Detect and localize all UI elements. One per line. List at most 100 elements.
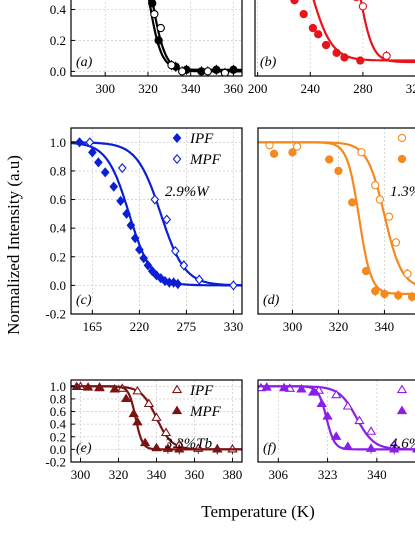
data-point [354,415,365,425]
data-point [269,149,279,158]
data-point [334,166,343,176]
data-point [109,181,119,192]
y-tick-label: 0.6 [50,192,67,207]
legend-marker [396,405,408,415]
y-tick-label: 0.2 [50,33,66,48]
panel-letter: (b) [260,55,277,70]
data-point [130,233,140,244]
data-point [403,269,412,279]
data-point [261,382,272,391]
data-point [316,398,327,408]
data-point [353,0,360,2]
y-tick-label: 0.2 [50,429,66,444]
x-tick-label: 300 [95,81,115,96]
data-point [331,389,342,399]
data-point [177,67,187,76]
data-point [194,274,204,285]
panel-a: 300 320 340 360 0.0 0.2 0.4 (a) [50,0,243,96]
y-tick-label: 1.0 [50,135,66,150]
data-point [82,382,94,391]
y-tick-label: 0.4 [50,2,67,17]
panel-c: 165 220 275 330 -0.2 0.0 0.2 0.4 0.6 0.8 1.0 (c) IPF… [45,127,243,334]
data-point [332,48,341,57]
data-point [308,23,318,33]
legend-marker [396,384,408,394]
data-point [394,291,403,300]
x-tick-label: 340 [181,81,201,96]
data-point [212,443,223,453]
data-point [94,382,105,392]
fit-curve-MPF [258,385,415,451]
data-point [371,181,380,190]
composition-label: 4.6%Tb [390,436,415,452]
x-tick-label: 380 [223,467,243,482]
data-point [278,382,290,392]
plot-frame [257,127,415,315]
data-point [126,220,136,231]
panel-letter: (f) [263,441,277,456]
x-tick-label: 360 [185,467,205,482]
data-point [229,280,238,291]
x-tick-label: 280 [353,81,373,96]
data-point [382,51,391,61]
fit-curve-0 [312,0,415,62]
data-point [162,443,174,452]
plot-area [147,0,242,76]
plot-area [71,137,242,291]
x-tick-label: 320 [329,319,349,334]
y-tick-label: 0.8 [50,391,66,406]
data-point [325,155,334,164]
data-point [331,431,342,440]
panel-e: 300 320 340 360 380 -0.20.00.20.40.60.81.0 (e)… [45,379,243,482]
data-point [356,56,365,65]
data-point [342,441,354,450]
data-point [314,30,323,39]
data-point [307,387,319,396]
legend-marker [171,405,183,415]
data-point [132,416,143,426]
data-point [151,412,162,421]
x-tick-label: 323 [318,467,338,482]
data-point [170,246,180,257]
fit-curve-0 [147,0,242,71]
y-tick-label: 0.8 [50,163,66,178]
data-point [151,442,162,452]
data-point [139,437,151,447]
data-point [340,53,349,62]
y-tick-label: 0.6 [50,404,67,419]
data-point [132,385,143,395]
data-point [365,443,377,452]
x-tick-label: 275 [177,319,197,334]
x-tick-label: 220 [130,319,150,334]
data-point [371,286,380,296]
data-point [361,266,371,276]
data-point [357,148,366,157]
data-point [139,253,148,264]
data-point [156,23,165,33]
plot-area [71,381,242,455]
data-point [384,212,394,221]
data-point [174,443,185,453]
data-point [407,292,415,301]
data-point [299,9,308,19]
data-point [389,443,400,453]
plot-area [290,0,415,65]
plot-frame [257,379,415,463]
plot-area [258,141,415,302]
panel-letter: (a) [76,55,93,70]
data-point [120,393,132,402]
data-point [220,68,230,76]
x-tick-label: 300 [71,467,91,482]
x-tick-label: 306 [269,467,289,482]
data-point [117,163,127,174]
data-point [167,61,176,70]
data-point [100,167,110,178]
data-point [88,147,97,158]
data-point [135,244,144,255]
data-point [147,266,157,277]
plot-frame [70,127,243,315]
data-point [116,195,125,207]
composition-label: 1.3%Tb [390,184,415,200]
